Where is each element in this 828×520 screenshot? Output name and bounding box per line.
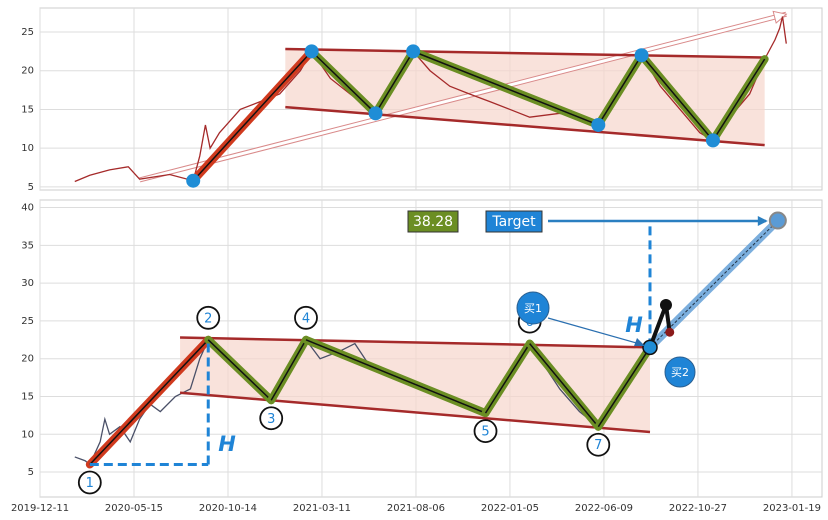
h-label: H <box>625 313 643 337</box>
x-tick-label: 2021-08-06 <box>387 503 445 514</box>
target-point <box>768 211 787 230</box>
lower-trendline <box>179 391 651 434</box>
pivot-marker <box>294 305 318 330</box>
y-tick-label: 25 <box>21 27 34 38</box>
buy-label: 买1 <box>524 302 542 315</box>
buy-marker <box>516 291 550 325</box>
pivot-marker <box>586 432 611 457</box>
x-tick-label: 2022-06-09 <box>575 503 633 514</box>
h-label: H <box>218 432 236 456</box>
buy-label: 买2 <box>671 366 689 379</box>
pattern-leg-core <box>484 343 531 414</box>
pivot-dot <box>304 44 319 59</box>
buy-arrow <box>547 317 641 345</box>
trend-arrow-inner <box>139 12 787 182</box>
pattern-leg-core <box>305 339 486 414</box>
x-tick-label: 2023-01-19 <box>763 503 821 514</box>
y-tick-label: 5 <box>28 182 34 193</box>
pattern-leg-core <box>640 54 714 141</box>
buy-marker <box>664 356 696 388</box>
pattern-leg-core <box>311 50 377 114</box>
upper-trendline <box>285 47 765 59</box>
pivot-dot <box>591 117 606 132</box>
x-tick-label: 2020-10-14 <box>199 503 257 514</box>
pivot-dot <box>186 173 201 188</box>
lower-trendline <box>285 105 765 147</box>
pattern-leg-core <box>412 50 599 126</box>
pivot-marker <box>77 470 102 495</box>
y-tick-label: 30 <box>21 278 34 289</box>
y-tick-label: 15 <box>21 104 34 115</box>
pivot-marker <box>196 305 221 330</box>
y-tick-label: 10 <box>21 143 34 154</box>
x-tick-label: 2022-01-05 <box>481 503 539 514</box>
pivot-label: 5 <box>481 425 489 440</box>
projection-dot <box>665 327 675 337</box>
target-value: 38.28 <box>413 214 453 230</box>
pivot-label: 7 <box>594 438 602 453</box>
pivot-label: 4 <box>302 311 310 326</box>
y-tick-label: 35 <box>21 240 34 251</box>
target-box <box>485 210 543 233</box>
pattern-leg-core <box>374 50 414 114</box>
x-tick-label: 2021-03-11 <box>293 503 351 514</box>
y-tick-label: 20 <box>21 66 34 77</box>
pattern-leg-core <box>89 339 209 466</box>
y-tick-label: 15 <box>21 391 34 402</box>
pivot-label: 3 <box>267 412 275 427</box>
pattern-leg-core <box>529 343 599 428</box>
target-line-core <box>649 220 779 348</box>
x-tick-label: 2022-10-27 <box>669 503 727 514</box>
projection-dot <box>659 299 672 312</box>
pivot-dot <box>642 339 658 356</box>
pivot-dot <box>634 48 649 63</box>
y-tick-label: 20 <box>21 354 34 365</box>
y-tick-label: 10 <box>21 429 34 440</box>
y-tick-label: 25 <box>21 316 34 327</box>
pattern-leg-core <box>712 58 766 141</box>
pattern-leg-core <box>207 339 272 401</box>
pattern-leg-core <box>597 54 643 126</box>
pivot-label: 1 <box>86 476 94 491</box>
pivot-dot <box>368 106 383 121</box>
pivot-dot <box>406 44 421 59</box>
arrow-head <box>757 216 768 226</box>
upper-trendline <box>180 336 651 349</box>
target-value-box <box>407 210 459 233</box>
x-tick-label: 2019-12-11 <box>11 503 69 514</box>
target-label: Target <box>491 214 536 230</box>
arrow-head <box>634 338 645 346</box>
y-tick-label: 40 <box>21 203 34 214</box>
x-tick-label: 2020-05-15 <box>105 503 163 514</box>
pivot-marker <box>473 419 498 444</box>
pivot-dot <box>705 133 720 148</box>
pattern-leg-core <box>192 50 313 182</box>
arrow-head <box>772 10 788 24</box>
pattern-leg-core <box>597 346 651 428</box>
pivot-marker <box>259 406 284 431</box>
pivot-label: 2 <box>204 311 212 326</box>
pattern-leg-core <box>270 339 307 401</box>
y-tick-label: 5 <box>28 467 34 478</box>
